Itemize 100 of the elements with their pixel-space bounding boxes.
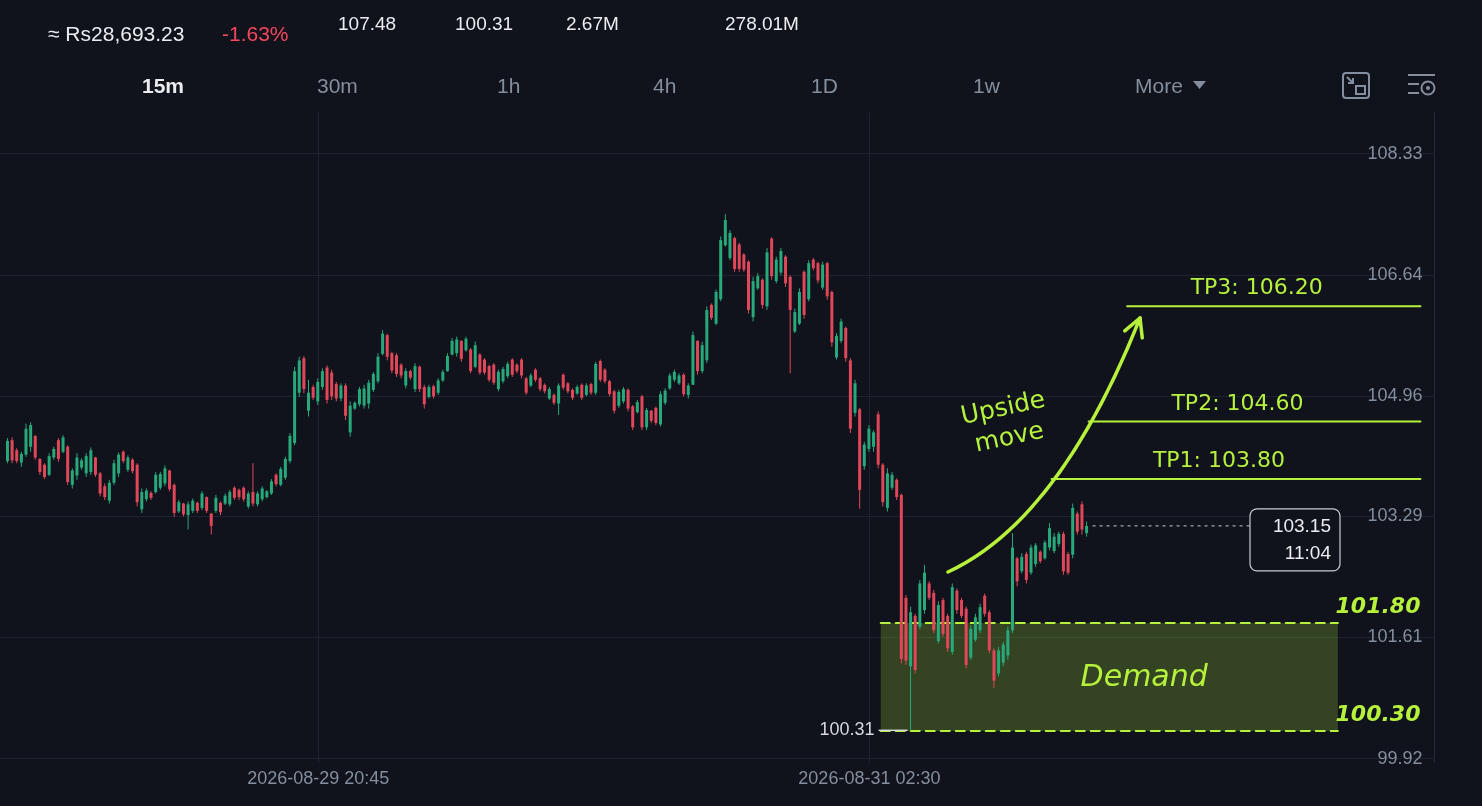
candlestick [598,359,602,383]
candlestick [413,362,417,393]
candlestick [1066,551,1070,576]
candlestick [334,381,338,402]
candlestick [834,332,838,361]
candlestick [612,389,616,415]
ref-line-label: TP1: 103.80 [1151,447,1286,473]
candlestick [33,434,37,461]
ref-line-label: 100.30 [1335,701,1421,727]
candlestick [107,479,111,505]
text: 1D [811,73,838,99]
candlestick [510,357,514,378]
annotation: 100.31 [819,719,875,740]
candlestick [983,593,987,618]
candlestick [473,341,477,369]
text: ≈ Rs28,693.23 [48,21,185,47]
ref-line-label: TP3: 106.20 [1189,274,1323,300]
candlestick [251,462,255,507]
candlestick [89,446,93,476]
candlestick [1043,539,1047,561]
text: More [1135,73,1183,99]
candlestick [163,464,167,487]
candlestick [320,367,324,391]
candlestick [1052,532,1056,554]
x-tick-label: 2026-08-31 02:30 [798,767,941,788]
candlestick [154,471,158,495]
candlestick [316,377,320,406]
candlestick [682,372,686,397]
candlestick [47,452,51,477]
candlestick [381,329,385,356]
text: 2.67M [566,12,619,36]
candlestick [367,379,371,410]
candlestick [140,487,144,514]
x-tick-label: 2026-08-29 20:45 [247,767,390,788]
candlestick [1048,522,1052,551]
candlestick [307,379,311,417]
candlestick [330,369,334,401]
candlestick [492,362,496,386]
ref-line-label: 103.15 [1272,514,1331,536]
candlestick [1015,556,1019,587]
candlestick [84,452,88,478]
candlestick [357,386,361,407]
y-tick-label: 99.92 [1377,747,1423,768]
candlestick [895,477,899,501]
candlestick [821,261,825,291]
candlestick [404,367,408,389]
candlestick [520,357,524,379]
candlestick [793,308,797,334]
band-label: Demand [1080,658,1209,694]
candlestick [445,352,449,373]
candlestick [478,352,482,376]
candlestick [496,369,500,392]
text: 30m [317,73,358,99]
candlestick [557,382,561,416]
text: 100.31 [455,12,514,36]
candlestick [395,352,399,378]
y-tick-label: 101.61 [1367,626,1423,647]
candlestick [645,407,649,431]
candlestick [418,364,422,393]
text: 107.48 [338,12,397,36]
candlestick [422,384,426,410]
text: 1h [497,73,521,99]
candlestick [362,384,366,410]
y-tick-label: 108.33 [1367,142,1423,163]
candlestick [960,597,964,619]
candlestick [98,471,102,497]
candlestick [455,336,459,358]
text: 4h [653,73,677,99]
candlestick [112,459,116,486]
text: -1.63% [222,21,289,47]
candlestick [75,452,79,481]
candlestick [816,261,820,284]
y-tick-label: 103.29 [1367,505,1423,526]
text: 15m [142,73,185,99]
candlestick [459,339,463,363]
y-tick-label: 104.96 [1367,385,1423,406]
candlestick [10,436,14,464]
candlestick [209,512,213,536]
candlestick [29,421,33,453]
candlestick [955,588,959,615]
candlestick [654,405,658,426]
candlestick [872,429,876,453]
candlestick [469,347,473,374]
candlestick [978,603,982,634]
text: 1w [973,73,1000,99]
candlestick [973,613,977,643]
candlestick [279,466,283,487]
candlestick [1020,552,1024,574]
candlestick [839,318,843,344]
candlestick [117,451,121,478]
candlestick [186,500,190,530]
candlestick [997,646,1001,677]
candlestick [200,490,204,511]
y-tick-label: 106.64 [1367,264,1423,285]
ref-line-label: 101.80 [1335,593,1421,619]
candlestick [56,437,60,463]
text: 278.01M [725,12,799,36]
annotation: 11:04 [1284,541,1332,563]
candlestick [93,456,97,478]
annotation: Upside move [957,382,1049,460]
